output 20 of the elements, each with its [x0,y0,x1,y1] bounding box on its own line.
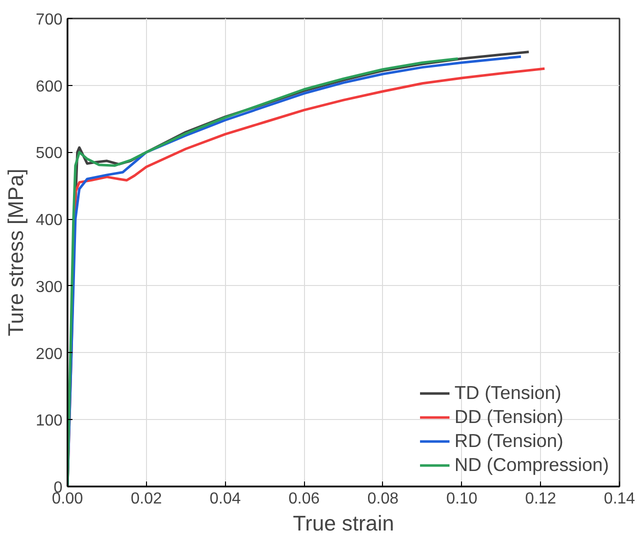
x-tick-label: 0.06 [288,490,320,508]
legend-label: TD (Tension) [454,382,562,404]
x-tick-label: 0.08 [367,490,399,508]
y-tick-label: 300 [36,278,63,296]
x-axis-title: True strain [292,512,394,536]
y-tick-label: 500 [36,145,63,162]
y-axis-title: Ture stress [MPa] [4,168,28,336]
x-tick-label: 0.12 [525,490,556,508]
legend-label: RD (Tension) [454,430,564,452]
y-tick-label: 200 [36,346,63,363]
legend-label: DD (Tension) [454,406,564,428]
x-tick-label: 0.02 [130,490,162,508]
y-tick-label: 400 [36,212,63,230]
y-tick-label: 600 [36,78,63,96]
y-tick-label: 700 [36,12,63,28]
x-tick-label: 0.04 [210,490,241,508]
x-tick-label: 0.10 [446,490,478,508]
y-tick-label: 100 [36,412,63,430]
legend-label: ND (Compression) [454,454,609,476]
x-tick-label: 0.14 [604,490,636,508]
